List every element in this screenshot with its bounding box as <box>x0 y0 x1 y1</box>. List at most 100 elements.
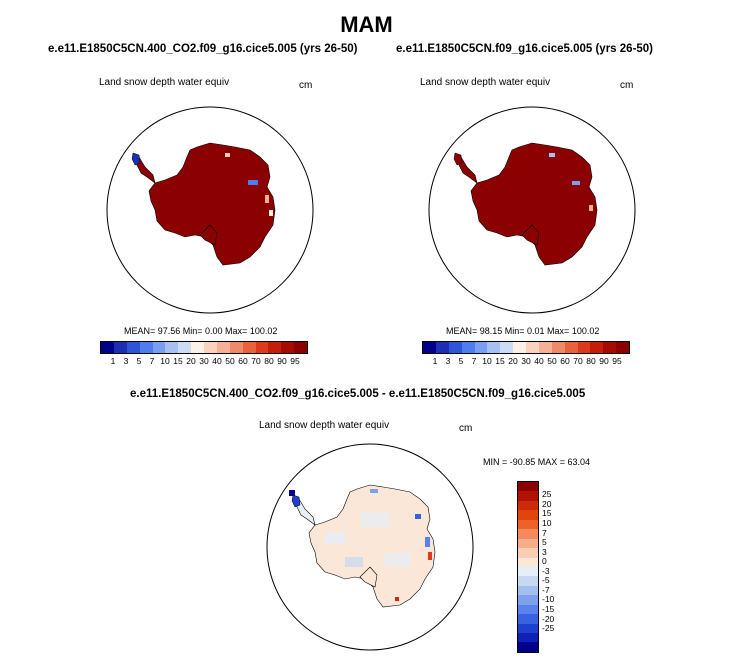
panel-2-colorbar-tick-label: 30 <box>521 356 531 366</box>
panel-1-colorbar-tick-label: 15 <box>173 356 183 366</box>
panel-1-colorbar-swatch <box>126 342 140 353</box>
panel-2-colorbar-swatch <box>448 342 462 353</box>
panel-1-colorbar-tick-label: 1 <box>110 356 116 366</box>
panel-2-colorbar-swatch <box>435 342 449 353</box>
panel-1-colorbar-tick-label: 95 <box>290 356 300 366</box>
panel-1-colorbar-swatch <box>101 342 114 353</box>
diff-colorbar-tick-label: 20 <box>542 498 552 509</box>
diff-colorbar-tick-label: 25 <box>542 489 552 500</box>
panel-1-units: cm <box>299 80 313 91</box>
panel-1-colorbar-tick-label: 3 <box>123 356 129 366</box>
panel-1-colorbar-swatch <box>204 342 217 353</box>
page-title: MAM <box>340 12 393 37</box>
diff-colorbar-swatch <box>518 538 538 549</box>
panel-2-colorbar-swatch <box>500 342 514 353</box>
diff-colorbar-tick-label: -5 <box>542 575 550 586</box>
panel-1-colorbar-swatch <box>242 342 256 353</box>
panel-1-title: e.e11.E1850C5CN.400_CO2.f09_g16.cice5.00… <box>48 43 358 55</box>
diff-colorbar-swatch <box>518 633 538 643</box>
panel-1-colorbar-swatch <box>113 342 127 353</box>
panel-2-colorbar-swatch <box>526 342 539 353</box>
panel-2-colorbar-swatch <box>538 342 552 353</box>
panel-1-colorbar-swatch <box>191 342 204 353</box>
panel-2-colorbar-tick-label: 80 <box>586 356 596 366</box>
diff-colorbar-swatch <box>518 642 538 652</box>
panel-2-title: e.e11.E1850C5CN.f09_g16.cice5.005 (yrs 2… <box>396 43 654 55</box>
panel-2-colorbar-swatch <box>423 342 436 353</box>
panel-1-colorbar-swatch <box>139 342 153 353</box>
panel-1-map <box>106 106 314 314</box>
diff-colorbar-tick-label: 3 <box>542 546 547 557</box>
diff-colorbar-tick-label: -20 <box>542 613 555 624</box>
panel-2-colorbar-swatch <box>474 342 488 353</box>
diff-colorbar-swatch <box>518 529 538 539</box>
panel-2-colorbar-tick-label: 10 <box>482 356 492 366</box>
panel-1-colorbar-swatch <box>294 342 307 353</box>
panel-1-colorbar-tick-label: 10 <box>160 356 170 366</box>
panel-2-colorbar-tick-label: 3 <box>445 356 451 366</box>
panel-2-colorbar-swatch <box>603 342 617 353</box>
diff-colorbar-swatch <box>518 482 538 492</box>
panel-2-colorbar-tick-label: 1 <box>432 356 438 366</box>
panel-2-colorbar-swatch <box>577 342 591 353</box>
diff-variable: Land snow depth water equiv <box>259 420 390 431</box>
panel-1-colorbar <box>100 341 308 354</box>
panel-2-colorbar-tick-label: 60 <box>560 356 570 366</box>
panel-1-colorbar-swatch <box>229 342 243 353</box>
panel-1-colorbar-tick-label: 5 <box>136 356 142 366</box>
panel-2-colorbar-tick-label: 50 <box>547 356 557 366</box>
panel-2-colorbar-swatch <box>590 342 604 353</box>
diff-colorbar-swatch <box>518 585 538 596</box>
panel-1-colorbar-tick-label: 60 <box>238 356 248 366</box>
diff-colorbar-tick-label: 10 <box>542 518 552 528</box>
diff-colorbar-swatch <box>518 623 538 633</box>
panel-2-colorbar-tick-label: 20 <box>508 356 518 366</box>
diff-title: e.e11.E1850C5CN.400_CO2.f09_g16.cice5.00… <box>130 388 586 400</box>
peninsula-tip <box>131 152 141 166</box>
panel-1-colorbar-swatch <box>178 342 192 353</box>
diff-colorbar-swatch <box>518 566 538 577</box>
panel-1-colorbar-tick-label: 40 <box>212 356 222 366</box>
diff-colorbar-swatch <box>518 557 538 567</box>
panel-2-colorbar-tick-label: 90 <box>599 356 609 366</box>
diff-colorbar-swatch <box>518 576 538 586</box>
panel-2-units: cm <box>620 80 634 91</box>
panel-2-colorbar <box>422 341 630 354</box>
diff-colorbar <box>517 481 539 653</box>
panel-1-colorbar-swatch <box>152 342 166 353</box>
panel-2-colorbar-swatch <box>487 342 501 353</box>
panel-1-stats: MEAN= 97.56 Min= 0.00 Max= 100.02 <box>124 326 278 336</box>
panel-2-map <box>428 106 636 314</box>
diff-colorbar-swatch <box>518 604 538 615</box>
panel-2-colorbar-tick-label: 70 <box>573 356 583 366</box>
diff-colorbar-tick-label: 7 <box>542 527 547 538</box>
panel-2-colorbar-swatch <box>461 342 475 353</box>
panel-1-colorbar-tick-label: 70 <box>251 356 261 366</box>
panel-1-colorbar-swatch <box>255 342 269 353</box>
diff-colorbar-swatch <box>518 614 538 624</box>
panel-1-variable: Land snow depth water equiv <box>99 77 230 88</box>
diff-colorbar-tick-label: -25 <box>542 623 555 634</box>
panel-2-colorbar-tick-label: 7 <box>471 356 477 366</box>
diff-colorbar-tick-label: 15 <box>542 508 552 519</box>
diff-colorbar-swatch <box>518 500 538 511</box>
diff-colorbar-swatch <box>518 519 538 530</box>
panel-2-colorbar-tick-label: 95 <box>612 356 622 366</box>
panel-1-colorbar-swatch <box>165 342 179 353</box>
panel-2-colorbar-tick-label: 5 <box>458 356 464 366</box>
panel-2-variable: Land snow depth water equiv <box>420 77 551 88</box>
diff-colorbar-tick-label: -15 <box>542 604 555 614</box>
diff-colorbar-tick-label: 5 <box>542 537 547 548</box>
panel-1-colorbar-ticks: 1 3 5 7 10 15 20 30 40 50 60 70 80 90 95 <box>100 356 308 368</box>
panel-2-colorbar-swatch <box>513 342 526 353</box>
panel-2-colorbar-swatch <box>616 342 629 353</box>
panel-2-colorbar-swatch <box>551 342 565 353</box>
panel-1-colorbar-swatch <box>281 342 295 353</box>
diff-colorbar-tick-label: -10 <box>542 594 555 605</box>
diff-colorbar-ticks: 25 20 15 10 7 5 3 0 -3 -5 -7 -10 -15 -20 -25 <box>542 481 582 653</box>
panel-1-colorbar-tick-label: 20 <box>186 356 196 366</box>
diff-colorbar-swatch <box>518 595 538 605</box>
diff-colorbar-tick-label: -3 <box>542 565 550 576</box>
panel-2-colorbar-swatch <box>564 342 578 353</box>
panel-1-colorbar-tick-label: 30 <box>199 356 209 366</box>
